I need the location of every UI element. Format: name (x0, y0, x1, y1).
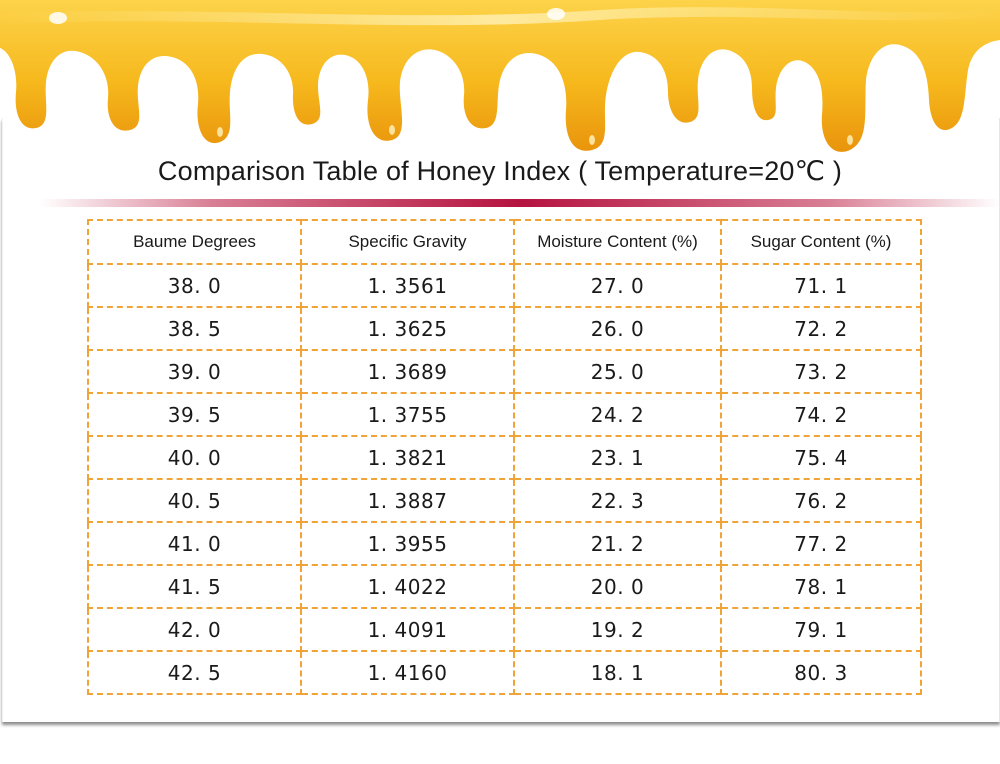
cell-sugar: 74. 2 (720, 392, 922, 437)
cell-gravity: 1. 3821 (300, 435, 515, 480)
cell-moisture: 18. 1 (513, 650, 722, 695)
cell-sugar: 78. 1 (720, 564, 922, 609)
cell-sugar: 76. 2 (720, 478, 922, 523)
table-row: 39. 5 1. 3755 24. 2 74. 2 (87, 392, 922, 437)
table-row: 40. 5 1. 3887 22. 3 76. 2 (87, 478, 922, 523)
cell-sugar: 75. 4 (720, 435, 922, 480)
cell-sugar: 80. 3 (720, 650, 922, 695)
cell-baume: 41. 0 (87, 521, 302, 566)
cell-gravity: 1. 4091 (300, 607, 515, 652)
cell-baume: 40. 0 (87, 435, 302, 480)
cell-moisture: 19. 2 (513, 607, 722, 652)
table-row: 39. 0 1. 3689 25. 0 73. 2 (87, 349, 922, 394)
cell-moisture: 27. 0 (513, 263, 722, 308)
honey-index-table-container: Baume Degrees Specific Gravity Moisture … (87, 219, 922, 695)
cell-moisture: 23. 1 (513, 435, 722, 480)
cell-baume: 38. 0 (87, 263, 302, 308)
cell-baume: 38. 5 (87, 306, 302, 351)
cell-gravity: 1. 3625 (300, 306, 515, 351)
cell-baume: 39. 5 (87, 392, 302, 437)
title-divider (40, 199, 1000, 207)
cell-sugar: 73. 2 (720, 349, 922, 394)
cell-baume: 40. 5 (87, 478, 302, 523)
cell-gravity: 1. 4022 (300, 564, 515, 609)
honey-drip-decoration (0, 0, 1000, 152)
honey-index-table: Baume Degrees Specific Gravity Moisture … (87, 219, 922, 695)
cell-moisture: 22. 3 (513, 478, 722, 523)
cell-gravity: 1. 3887 (300, 478, 515, 523)
header-baume-degrees: Baume Degrees (87, 219, 302, 265)
table-row: 41. 5 1. 4022 20. 0 78. 1 (87, 564, 922, 609)
cell-sugar: 79. 1 (720, 607, 922, 652)
cell-gravity: 1. 3689 (300, 349, 515, 394)
cell-baume: 39. 0 (87, 349, 302, 394)
cell-sugar: 77. 2 (720, 521, 922, 566)
table-row: 42. 0 1. 4091 19. 2 79. 1 (87, 607, 922, 652)
cell-gravity: 1. 4160 (300, 650, 515, 695)
header-moisture-content: Moisture Content (%) (513, 219, 722, 265)
cell-sugar: 71. 1 (720, 263, 922, 308)
cell-baume: 42. 0 (87, 607, 302, 652)
cell-gravity: 1. 3955 (300, 521, 515, 566)
cell-moisture: 20. 0 (513, 564, 722, 609)
table-row: 38. 0 1. 3561 27. 0 71. 1 (87, 263, 922, 308)
cell-moisture: 25. 0 (513, 349, 722, 394)
table-row: 38. 5 1. 3625 26. 0 72. 2 (87, 306, 922, 351)
cell-baume: 41. 5 (87, 564, 302, 609)
table-row: 41. 0 1. 3955 21. 2 77. 2 (87, 521, 922, 566)
cell-gravity: 1. 3755 (300, 392, 515, 437)
header-sugar-content: Sugar Content (%) (720, 219, 922, 265)
header-specific-gravity: Specific Gravity (300, 219, 515, 265)
cell-moisture: 21. 2 (513, 521, 722, 566)
cell-baume: 42. 5 (87, 650, 302, 695)
cell-sugar: 72. 2 (720, 306, 922, 351)
table-row: 42. 5 1. 4160 18. 1 80. 3 (87, 650, 922, 695)
table-row: 40. 0 1. 3821 23. 1 75. 4 (87, 435, 922, 480)
cell-moisture: 24. 2 (513, 392, 722, 437)
page-title: Comparison Table of Honey Index ( Temper… (157, 156, 843, 186)
table-header-row: Baume Degrees Specific Gravity Moisture … (87, 219, 922, 265)
cell-gravity: 1. 3561 (300, 263, 515, 308)
cell-moisture: 26. 0 (513, 306, 722, 351)
